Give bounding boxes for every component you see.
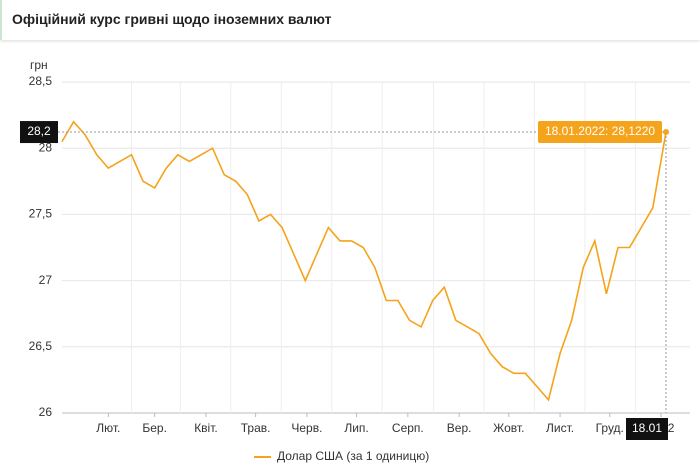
legend-label: Долар США (за 1 одиницю): [277, 449, 429, 463]
x-tick-label: Лист.: [546, 421, 574, 435]
x-tick-label: Квіт.: [194, 421, 218, 435]
x-tick-label: Черв.: [291, 421, 322, 435]
crosshair-x-box: [626, 418, 668, 440]
line: [61, 120, 667, 402]
x-tick-label: Вер.: [447, 421, 472, 435]
x-tick-label: Груд.: [596, 421, 624, 435]
y-tick-label: 27,5: [29, 207, 53, 221]
x-tick-label: Трав.: [241, 421, 271, 435]
header: Офіційний курс гривні щодо іноземних вал…: [0, 0, 700, 40]
y-tick-label: 26,5: [29, 339, 53, 353]
x-tick-label: Лют.: [96, 421, 120, 435]
crosshair-x-label: 18.01: [632, 421, 662, 435]
x-tick-label: Серп.: [392, 421, 424, 435]
point: [663, 129, 669, 136]
y-tick-label: 26: [39, 405, 53, 419]
header-title: Офіційний курс гривні щодо іноземних вал…: [12, 11, 332, 27]
x-tick-label: Бер.: [142, 421, 167, 435]
x-tick-label: Лип.: [344, 421, 368, 435]
y-tick-label: 28,5: [29, 74, 53, 88]
crosshair-y-label: 28,2: [27, 124, 51, 138]
x-tick-label: Жовт.: [493, 421, 524, 435]
y-tick-label: 28: [39, 140, 53, 154]
tooltip: 18.01.2022: 28,1220: [545, 124, 655, 138]
tooltip-box: [538, 121, 662, 144]
crosshair-y-box: [20, 121, 58, 144]
y-tick-label: 27: [39, 273, 53, 287]
y-unit: грн: [30, 58, 48, 72]
